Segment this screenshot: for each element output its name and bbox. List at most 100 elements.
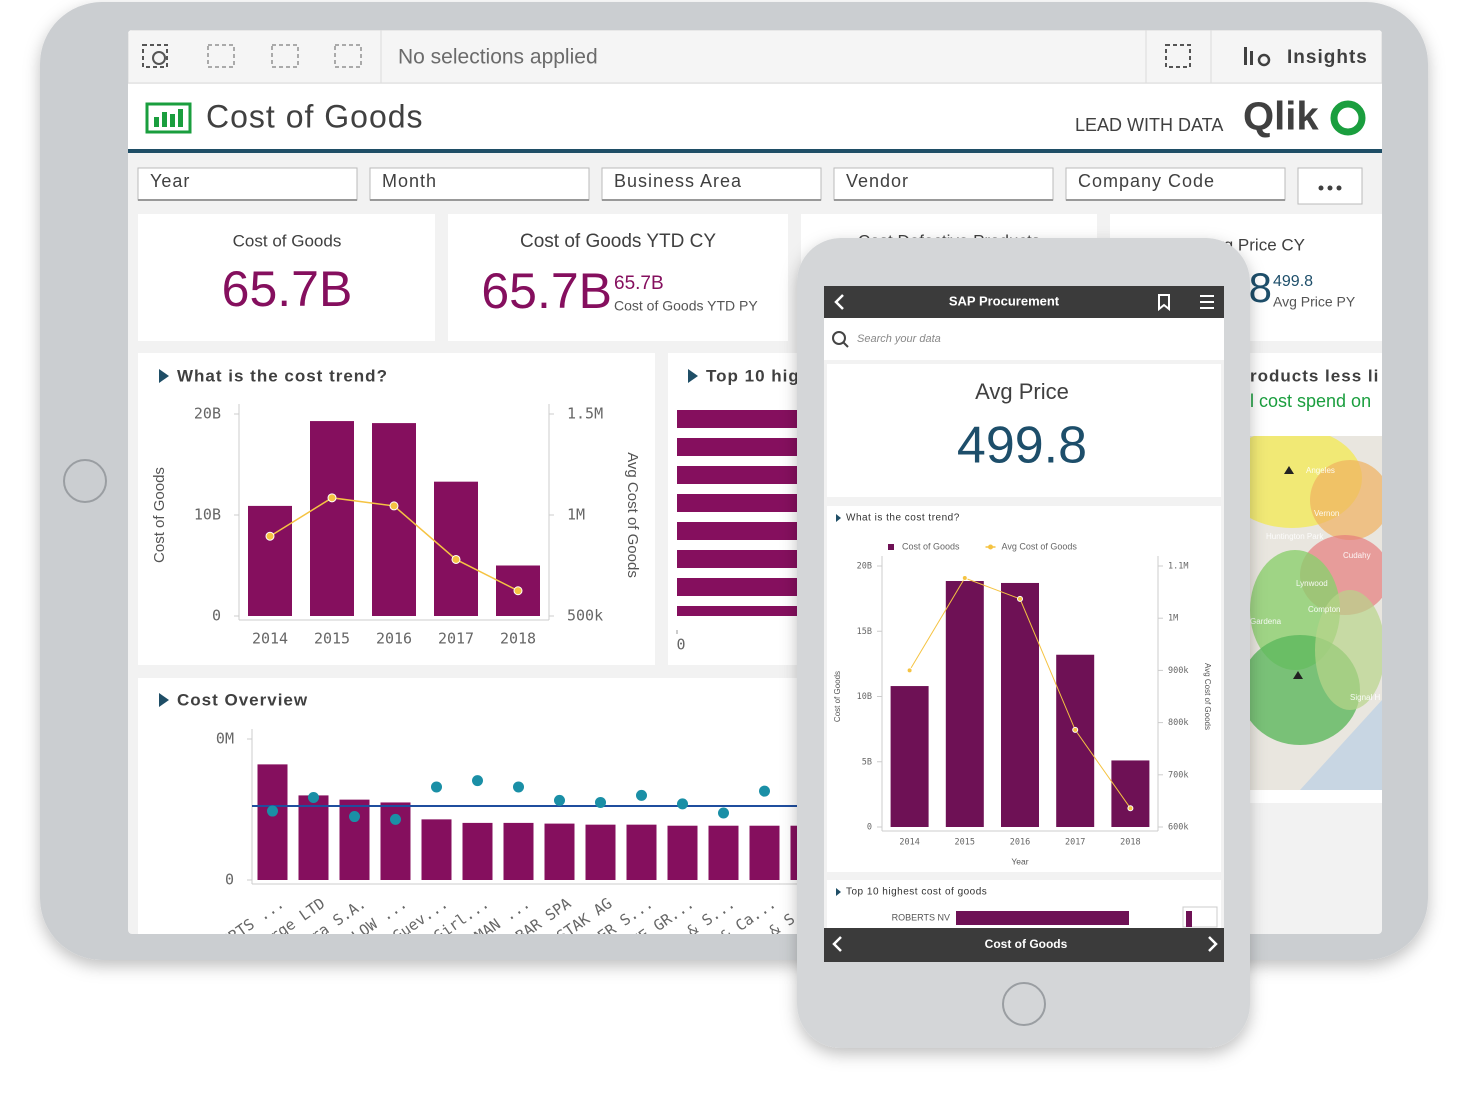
legend-label: Cost of Goods — [902, 541, 960, 551]
dot — [718, 807, 729, 819]
app-icon-bars — [154, 109, 183, 127]
map-label: Angeles — [1306, 466, 1335, 475]
x-tick-label: 2014 — [899, 838, 919, 848]
top10-chart: Top 10 highest cost of goods 0 — [676, 366, 969, 654]
map-label: Vernon — [1314, 509, 1339, 518]
search-bar[interactable] — [824, 318, 1224, 360]
phone-title: SAP Procurement — [949, 293, 1060, 308]
x-tick-label: 2015 — [314, 630, 350, 648]
filter-label: Month — [382, 171, 437, 191]
toolbar-icons[interactable] — [142, 44, 1191, 68]
map — [1250, 436, 1382, 790]
expand-arrow[interactable] — [836, 514, 841, 522]
line-point — [1127, 805, 1134, 812]
x-tick-label: 2017 — [438, 630, 474, 648]
top10-bars — [677, 410, 798, 616]
kpi-card[interactable] — [448, 214, 788, 341]
search-icon — [842, 341, 849, 348]
filter-bar: Year Month Business Area Vendor Company Code — [137, 167, 1286, 201]
line-point — [961, 575, 968, 582]
bar — [708, 825, 739, 880]
expand-arrow[interactable] — [688, 369, 698, 383]
home-button[interactable] — [1002, 982, 1046, 1026]
mini-scroll-bar — [1186, 911, 1192, 927]
dot — [472, 775, 483, 787]
y-tick-label: 0 — [225, 871, 234, 889]
prev-sheet[interactable] — [832, 936, 842, 952]
filter-box[interactable] — [137, 167, 358, 201]
expand-arrow[interactable] — [836, 888, 841, 896]
bar — [421, 819, 452, 880]
search-placeholder[interactable]: Search your data — [857, 333, 941, 345]
next-sheet[interactable] — [1208, 936, 1218, 952]
y2-tick-label: 1.1M — [1168, 562, 1188, 572]
x-tick-label: 2017 — [1065, 838, 1085, 848]
bar — [945, 581, 984, 827]
home-button[interactable] — [63, 459, 107, 503]
bar-preview — [956, 911, 1129, 925]
bar — [790, 825, 800, 880]
app-title: Cost of Goods — [206, 98, 424, 134]
y2-tick-label: 800k — [1168, 718, 1188, 728]
menu-button[interactable] — [1200, 295, 1214, 309]
bar — [544, 823, 575, 880]
line-point — [327, 493, 337, 503]
kpi-sub-value: 65.7B — [614, 273, 664, 294]
chart-title: Top 10 highest cost of goods — [846, 887, 987, 898]
kpi-sub-label: Avg Price PY — [1273, 294, 1356, 310]
y2-tick-label: 1M — [1168, 614, 1178, 624]
expand-arrow[interactable] — [159, 369, 169, 383]
kpi-label: Cost of Goods — [233, 231, 342, 250]
y-axis-title: Cost of Goods — [151, 467, 168, 563]
kpi-sub-value: 499.8 — [1273, 273, 1313, 290]
bookmark-button[interactable] — [1158, 294, 1170, 312]
filter-label: Business Area — [614, 171, 742, 191]
bar — [434, 481, 478, 616]
bar — [248, 505, 292, 616]
selections-text: No selections applied — [398, 46, 598, 69]
phone-topbar — [824, 286, 1224, 318]
dot — [513, 781, 524, 793]
dot — [677, 798, 688, 810]
bar — [667, 825, 698, 880]
bar — [1056, 654, 1095, 827]
filter-label: Year — [150, 171, 190, 191]
kpi-card[interactable] — [827, 364, 1221, 497]
map-label: Lynwood — [1296, 579, 1328, 588]
map-label: Huntington Park — [1266, 532, 1324, 541]
kpi-card[interactable] — [138, 214, 435, 341]
filter-label: Company Code — [1078, 171, 1215, 191]
y2-tick-label: 1M — [567, 506, 585, 524]
y-tick-label: 10B — [194, 506, 221, 524]
dot — [595, 796, 606, 808]
map-labels: Angeles Vernon Huntington Park Cudahy Lynwoo… — [1250, 466, 1380, 702]
kpi-value: 499.8 — [957, 417, 1087, 475]
dot — [431, 781, 442, 793]
insights-button[interactable]: Insights — [1287, 47, 1368, 68]
chart-title: Cost Overview — [177, 690, 308, 709]
bar — [749, 825, 780, 880]
kpi-sub-label: Cost of Goods YTD PY — [614, 298, 758, 314]
logo-mark — [1330, 100, 1366, 136]
more-dots — [1318, 185, 1342, 191]
header-rule — [128, 149, 1382, 153]
dot — [636, 789, 647, 801]
chart-title: What is the cost trend? — [846, 513, 960, 524]
filter-box[interactable] — [833, 167, 1054, 201]
y-axis-title: Cost of Goods — [833, 671, 842, 722]
insights-icon[interactable] — [1244, 47, 1271, 67]
filter-box[interactable] — [369, 167, 590, 201]
x-axis-title: Year — [1011, 856, 1028, 866]
line-point — [906, 667, 913, 674]
category-label: ROBERTS NV — [892, 912, 950, 922]
bar — [462, 822, 493, 880]
search-icon[interactable] — [152, 51, 166, 65]
sheet-name: Cost of Goods — [985, 937, 1068, 951]
back-button[interactable] — [834, 294, 844, 310]
x-tick-label: 2015 — [955, 838, 975, 848]
line-point — [513, 586, 523, 596]
expand-arrow[interactable] — [159, 693, 169, 707]
x-tick-label: 0 — [676, 636, 685, 654]
dot — [390, 813, 401, 825]
chart-title: Top 10 highest cost of goods — [706, 366, 969, 385]
